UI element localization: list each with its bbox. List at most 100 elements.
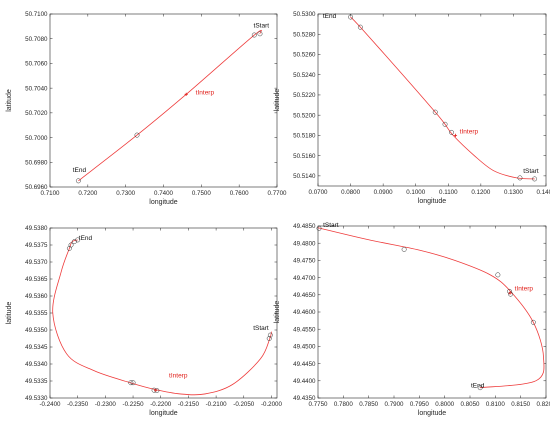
y-tick-label: 50.5180 bbox=[293, 133, 316, 140]
sample-point-marker bbox=[530, 319, 536, 325]
sample-point-marker bbox=[266, 336, 272, 341]
point-annotation: tInterp bbox=[460, 128, 479, 135]
sample-point-marker bbox=[66, 245, 72, 251]
sample-point-marker bbox=[477, 385, 483, 391]
y-tick-label: 49.5360 bbox=[25, 293, 48, 300]
point-annotation: tStart bbox=[323, 222, 339, 229]
sample-point-marker bbox=[442, 121, 448, 127]
x-tick-label: -0.2150 bbox=[178, 401, 200, 408]
x-tick-label: 0.8000 bbox=[435, 401, 454, 408]
x-tick-label: 0.7600 bbox=[230, 190, 249, 197]
sample-point-marker bbox=[508, 291, 513, 297]
y-tick-label: 49.4450 bbox=[293, 361, 316, 368]
y-tick-label: 49.4600 bbox=[293, 309, 316, 316]
x-tick-label: 0.1400 bbox=[537, 189, 550, 196]
y-tick-label: 50.7060 bbox=[25, 61, 48, 68]
plot-area bbox=[49, 13, 278, 188]
sample-point-marker bbox=[401, 246, 407, 252]
y-tick-label: 49.5335 bbox=[25, 378, 48, 385]
y-tick-label: 50.5260 bbox=[293, 52, 316, 59]
y-axis-label: latitude bbox=[6, 302, 13, 325]
y-tick-label: 49.4850 bbox=[293, 223, 316, 230]
y-tick-label: 50.5220 bbox=[293, 92, 316, 99]
chart-panel-1: 0.7100 0.7200 0.7300 0.7400 0.7500 0.7600 0.77… bbox=[6, 11, 287, 206]
sample-point-marker bbox=[507, 288, 512, 294]
x-axis-label: longitude bbox=[418, 410, 447, 417]
sample-point-marker bbox=[348, 14, 354, 20]
x-tick-label: 0.7750 bbox=[309, 401, 328, 408]
y-tick-label: 49.5380 bbox=[25, 225, 48, 232]
y-axis-label: latitude bbox=[6, 89, 13, 112]
chart-panel-3: -0.2400 -0.2350 -0.2300 -0.2250 -0.2200 -0.21… bbox=[6, 225, 283, 417]
plot-area bbox=[317, 225, 547, 399]
sample-point-marker bbox=[134, 132, 140, 138]
x-tick-label: 0.7800 bbox=[334, 401, 353, 408]
point-annotation: tEnd bbox=[79, 235, 93, 242]
interp-point-marker bbox=[154, 388, 158, 392]
sample-point-marker bbox=[68, 242, 74, 248]
x-tick-label: 0.7300 bbox=[116, 190, 135, 197]
sample-point-marker bbox=[71, 239, 77, 245]
point-annotation: tEnd bbox=[323, 13, 337, 20]
y-tick-label: 49.4800 bbox=[293, 240, 316, 247]
y-tick-label: 49.4750 bbox=[293, 258, 316, 265]
x-axis-label: longitude bbox=[149, 199, 178, 206]
point-annotation: tStart bbox=[253, 325, 269, 332]
sample-point-marker bbox=[75, 237, 81, 243]
interp-point-marker bbox=[453, 133, 458, 138]
point-annotation: tStart bbox=[254, 23, 270, 30]
sample-point-marker bbox=[128, 380, 134, 386]
y-tick-label: 49.5340 bbox=[25, 361, 48, 368]
y-tick-label: 50.7040 bbox=[25, 85, 48, 92]
x-tick-label: 0.7700 bbox=[268, 190, 287, 197]
x-tick-label: 0.7100 bbox=[41, 190, 60, 197]
y-tick-label: 49.4350 bbox=[293, 395, 316, 402]
x-tick-label: 0.8200 bbox=[537, 401, 550, 408]
x-axis-label: longitude bbox=[418, 198, 447, 205]
y-tick-label: 50.5300 bbox=[293, 11, 316, 18]
sample-point-marker bbox=[316, 225, 322, 231]
sample-point-marker bbox=[75, 178, 81, 184]
chart-panel-4: 0.7750 0.7800 0.7850 0.7900 0.7950 0.8000 0.80… bbox=[274, 222, 550, 417]
x-tick-label: 0.7500 bbox=[192, 190, 211, 197]
y-axis-label: latitude bbox=[274, 301, 281, 324]
trajectory-line bbox=[318, 227, 545, 389]
y-tick-label: 49.5355 bbox=[25, 310, 48, 317]
x-tick-label: 0.1200 bbox=[471, 189, 490, 196]
y-tick-label: 49.5350 bbox=[25, 327, 48, 334]
trajectory-line bbox=[52, 239, 272, 396]
x-tick-label: 0.0900 bbox=[374, 189, 393, 196]
x-tick-label: 0.7950 bbox=[410, 401, 429, 408]
sample-point-marker bbox=[357, 24, 363, 30]
y-axis-label: latitude bbox=[274, 89, 281, 112]
chart-panel-2: 0.0700 0.0800 0.0900 0.1000 0.1100 0.1200 0.13… bbox=[274, 11, 550, 205]
x-tick-label: -0.2350 bbox=[67, 401, 89, 408]
sample-point-marker bbox=[449, 129, 454, 135]
point-annotation: tInterp bbox=[196, 89, 215, 96]
point-annotation: tEnd bbox=[471, 383, 485, 390]
x-tick-label: -0.2100 bbox=[206, 401, 228, 408]
y-tick-label: 49.5375 bbox=[25, 242, 48, 249]
y-tick-label: 49.4400 bbox=[293, 378, 316, 385]
y-tick-label: 50.6960 bbox=[25, 184, 48, 191]
sample-point-marker bbox=[495, 272, 501, 278]
y-tick-label: 50.7000 bbox=[25, 135, 48, 142]
y-tick-label: 50.5280 bbox=[293, 31, 316, 38]
x-tick-label: 0.0800 bbox=[341, 189, 360, 196]
sample-point-marker bbox=[267, 332, 273, 338]
y-tick-label: 50.6980 bbox=[25, 159, 48, 166]
x-tick-label: 0.0700 bbox=[309, 189, 328, 196]
y-tick-label: 49.4700 bbox=[293, 275, 316, 282]
y-tick-label: 50.7100 bbox=[25, 11, 48, 18]
y-tick-label: 49.5370 bbox=[25, 259, 48, 266]
x-tick-label: -0.2400 bbox=[40, 401, 62, 408]
x-tick-label: -0.2000 bbox=[261, 401, 283, 408]
trajectory-line bbox=[350, 16, 535, 180]
y-tick-label: 50.7080 bbox=[25, 36, 48, 43]
interp-point-marker bbox=[508, 291, 512, 295]
point-annotation: tStart bbox=[523, 168, 539, 175]
x-tick-label: 0.8100 bbox=[486, 401, 505, 408]
x-tick-label: -0.2300 bbox=[95, 401, 117, 408]
x-tick-label: 0.8150 bbox=[511, 401, 530, 408]
